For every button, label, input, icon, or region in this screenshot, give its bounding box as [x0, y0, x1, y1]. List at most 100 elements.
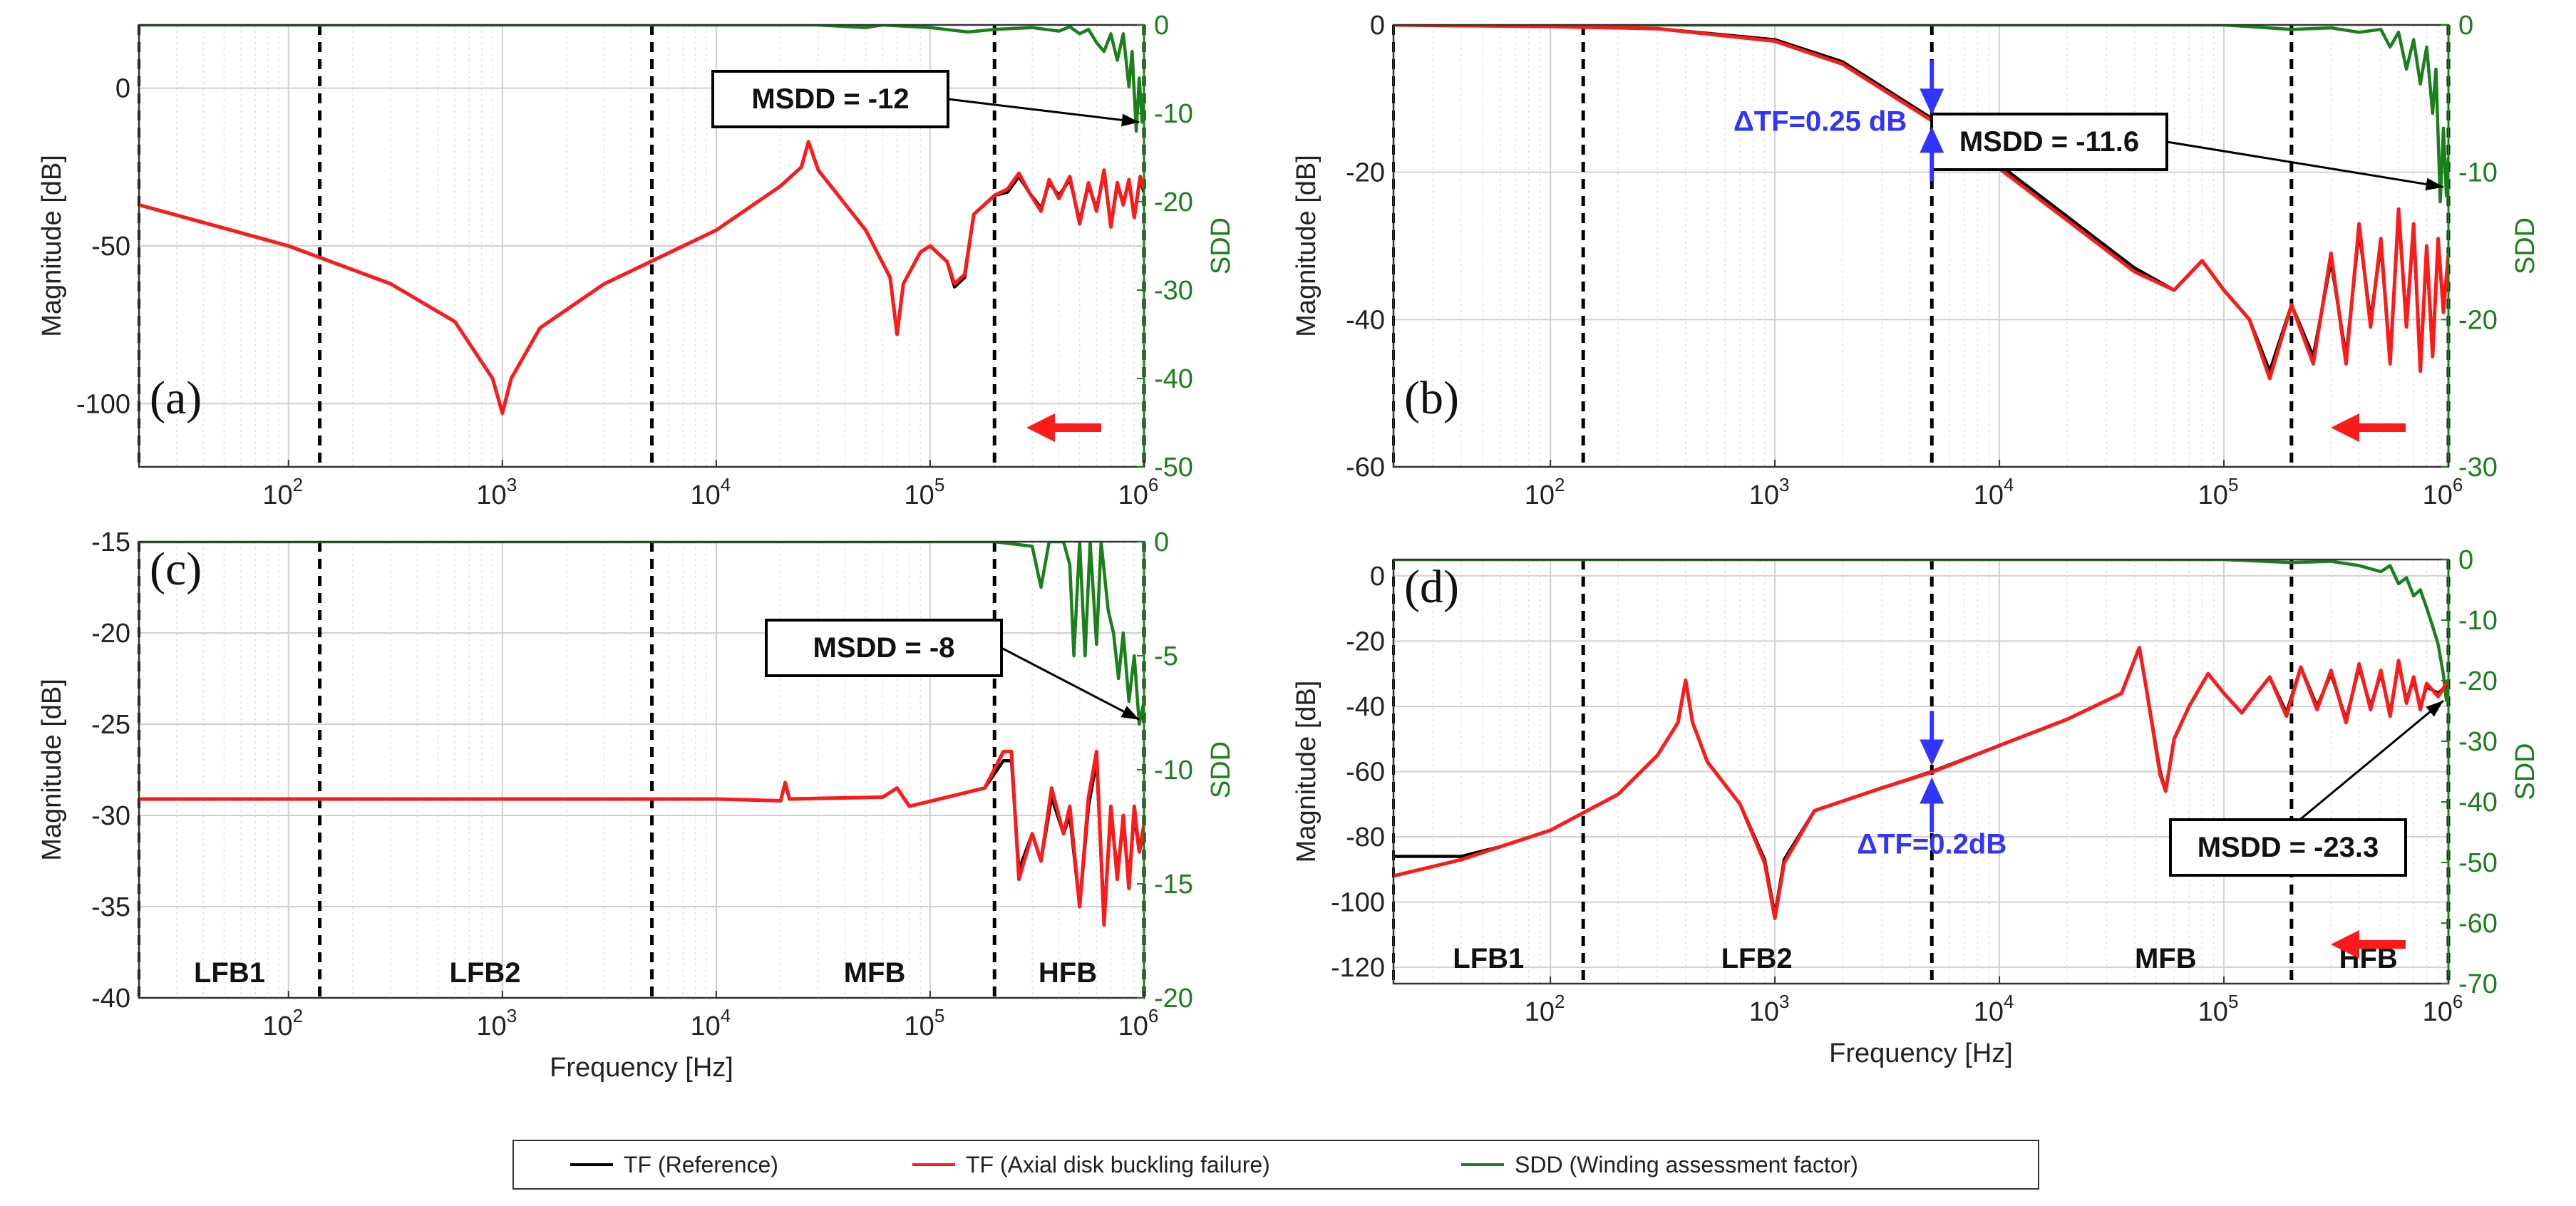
y2-axis-label: SDD [1206, 217, 1236, 274]
x-tick-label: 103 [476, 474, 517, 510]
y2-tick-label: -10 [2458, 606, 2498, 636]
series-line-sdd [139, 25, 1144, 133]
y2-tick-label: -30 [2458, 727, 2498, 757]
y2-tick-label: -20 [2458, 666, 2498, 696]
x-tick-base: 10 [476, 480, 506, 510]
delta-tf-label: ΔTF=0.25 dB [1733, 105, 1907, 137]
x-tick-exp: 4 [721, 474, 731, 495]
x-tick-exp: 2 [1555, 991, 1565, 1012]
msdd-arrow-head [1120, 706, 1140, 720]
msdd-annotations: MSDD = -8 [765, 619, 1140, 721]
delta-tf-marker: ΔTF=0.2dB [1857, 711, 2006, 860]
y-axis-label: Magnitude [dB] [37, 679, 67, 861]
y2-tick-label: 0 [1154, 527, 1169, 557]
series-line-sdd [139, 542, 1144, 726]
y2-tick-label: -70 [2458, 969, 2498, 999]
x-ticks: 102 103 104 105 106 [1525, 460, 2463, 510]
msdd-box [2169, 818, 2407, 877]
x-tick-label: 106 [1118, 474, 1159, 510]
y-tick-label: -100 [1331, 888, 1385, 918]
x-tick-label: 103 [476, 1005, 517, 1041]
x-ticks: 102 103 104 105 106 [262, 991, 1158, 1041]
delta-arrow-head-bottom [1920, 777, 1944, 804]
direction-arrow [2331, 413, 2406, 442]
y2-axis-label: SDD [2510, 217, 2540, 274]
series-group [139, 25, 1144, 416]
y-axis-label: Magnitude [dB] [1292, 155, 1322, 337]
x-tick-exp: 5 [2228, 991, 2238, 1012]
x-tick-exp: 5 [934, 1005, 944, 1026]
x-tick-label: 105 [2198, 991, 2239, 1027]
legend-label-reference: TF (Reference) [624, 1152, 778, 1177]
y-tick-label: 0 [1370, 562, 1385, 592]
msdd-label: MSDD = -12 [751, 83, 909, 115]
msdd-label: MSDD = -11.6 [1959, 126, 2139, 158]
y2-tick-label: -50 [2458, 848, 2498, 878]
x-tick-label: 105 [905, 1005, 945, 1041]
direction-arrow [2331, 930, 2406, 959]
y2-tick-label: -30 [1154, 276, 1193, 306]
band-label: MFB [2135, 943, 2197, 974]
x-tick-exp: 4 [2004, 474, 2014, 495]
legend-label-sdd: SDD (Winding assessment factor) [1515, 1152, 1858, 1177]
legend: TF (Reference) TF (Axial disk buckling f… [512, 1140, 2039, 1190]
x-tick-base: 10 [2198, 480, 2228, 510]
x-tick-label: 102 [262, 474, 303, 510]
x-tick-base: 10 [905, 1011, 934, 1041]
series-group [1393, 560, 2448, 920]
y2-tick-label: -40 [2458, 788, 2498, 818]
msdd-arrow-head [2425, 177, 2443, 191]
y2-tick-label: -10 [1154, 756, 1193, 785]
band-label: LFB2 [1721, 943, 1793, 974]
panel-d: 102 103 104 105 1060-20-40-60-80-100-1200-10… [1292, 545, 2540, 1068]
x-tick-base: 10 [1118, 1011, 1148, 1041]
x-tick-label: 104 [690, 474, 731, 510]
y-tick-label: -80 [1346, 823, 1385, 852]
x-tick-label: 103 [1749, 991, 1790, 1027]
direction-arrow-head [1026, 413, 1055, 442]
panel-b: 102 103 104 105 1060-20-40-600-10-20-30Magni… [1292, 11, 2540, 510]
msdd-leader-line [947, 98, 1140, 123]
delta-arrow-head-bottom [1920, 126, 1944, 153]
band-label: LFB2 [450, 957, 521, 989]
x-tick-base: 10 [1525, 997, 1555, 1027]
x-tick-base: 10 [262, 1011, 292, 1041]
x-tick-base: 10 [1525, 480, 1555, 510]
series-line-failure [1393, 646, 2448, 920]
y-tick-label: -50 [91, 232, 130, 262]
y-ticks: 0 -50 -100 [76, 74, 130, 420]
y-axis-label: Magnitude [dB] [37, 155, 67, 337]
delta-tf-label: ΔTF=0.2dB [1857, 829, 2006, 860]
x-axis-label: Frequency [Hz] [550, 1053, 733, 1083]
y2-ticks: 0 -10 -20 -30 [2441, 11, 2498, 483]
x-tick-base: 10 [1974, 480, 2004, 510]
y2-tick-label: -30 [2458, 453, 2498, 483]
x-tick-label: 106 [2423, 474, 2463, 510]
x-tick-exp: 2 [1555, 474, 1565, 495]
y2-tick-label: 0 [1154, 11, 1169, 41]
x-tick-label: 105 [2198, 474, 2239, 510]
msdd-label: MSDD = -23.3 [2198, 832, 2379, 863]
x-tick-exp: 4 [2004, 991, 2014, 1012]
x-tick-label: 102 [1525, 991, 1565, 1027]
x-tick-exp: 2 [293, 474, 303, 495]
x-tick-exp: 6 [2453, 474, 2463, 495]
y-ticks: -15 -20 -25 -30 -35 -40 [91, 527, 130, 1014]
y-tick-label: -60 [1346, 758, 1385, 788]
msdd-annotations: MSDD = -12 [711, 70, 1140, 128]
x-tick-exp: 3 [507, 474, 517, 495]
x-tick-exp: 6 [2453, 991, 2463, 1012]
y2-axis-label: SDD [2510, 743, 2540, 800]
x-tick-base: 10 [1974, 997, 2004, 1027]
legend-box [512, 1140, 2039, 1190]
band-label: MFB [844, 957, 906, 989]
x-tick-exp: 3 [1779, 474, 1789, 495]
y-tick-label: -25 [91, 710, 130, 740]
msdd-box [765, 619, 1003, 677]
y2-ticks: 0 -5 -10 -15 -20 [1137, 527, 1193, 1014]
x-tick-exp: 3 [507, 1005, 517, 1026]
x-tick-exp: 2 [293, 1005, 303, 1026]
panel-a: 102 103 104 105 1060-50-1000-10-20-30-40-50M… [37, 11, 1236, 510]
